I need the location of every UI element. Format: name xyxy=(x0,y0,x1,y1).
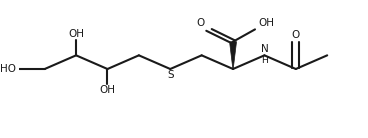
Text: O: O xyxy=(292,30,300,40)
Text: H: H xyxy=(261,56,268,65)
Text: OH: OH xyxy=(99,85,116,95)
Text: N: N xyxy=(261,44,268,54)
Polygon shape xyxy=(230,42,237,69)
Text: S: S xyxy=(167,70,174,80)
Text: OH: OH xyxy=(68,29,84,39)
Text: O: O xyxy=(196,18,205,28)
Text: HO: HO xyxy=(0,64,16,74)
Text: OH: OH xyxy=(258,18,275,28)
